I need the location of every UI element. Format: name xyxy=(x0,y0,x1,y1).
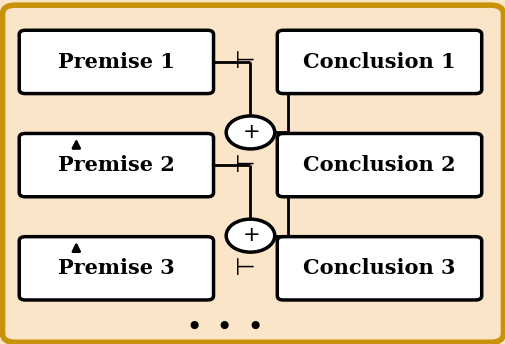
FancyBboxPatch shape xyxy=(3,5,502,342)
Text: Premise 2: Premise 2 xyxy=(58,155,174,175)
FancyBboxPatch shape xyxy=(277,30,481,94)
Text: Premise 1: Premise 1 xyxy=(58,52,174,72)
Text: $\vdash$: $\vdash$ xyxy=(230,257,255,280)
FancyBboxPatch shape xyxy=(19,133,213,197)
Text: $\vdash$: $\vdash$ xyxy=(230,154,255,176)
Text: Premise 3: Premise 3 xyxy=(58,258,174,278)
Text: $\vdash$: $\vdash$ xyxy=(230,51,255,73)
FancyBboxPatch shape xyxy=(277,237,481,300)
Text: $\bullet$: $\bullet$ xyxy=(245,312,260,338)
Text: Conclusion 2: Conclusion 2 xyxy=(302,155,455,175)
Text: $+$: $+$ xyxy=(241,226,259,245)
FancyBboxPatch shape xyxy=(277,133,481,197)
Circle shape xyxy=(226,219,274,252)
Text: $+$: $+$ xyxy=(241,123,259,142)
Text: $\bullet$: $\bullet$ xyxy=(185,312,199,338)
FancyBboxPatch shape xyxy=(19,30,213,94)
FancyBboxPatch shape xyxy=(19,237,213,300)
Text: $\bullet$: $\bullet$ xyxy=(215,312,229,338)
Circle shape xyxy=(226,116,274,149)
Text: Conclusion 3: Conclusion 3 xyxy=(302,258,455,278)
Text: Conclusion 1: Conclusion 1 xyxy=(302,52,455,72)
